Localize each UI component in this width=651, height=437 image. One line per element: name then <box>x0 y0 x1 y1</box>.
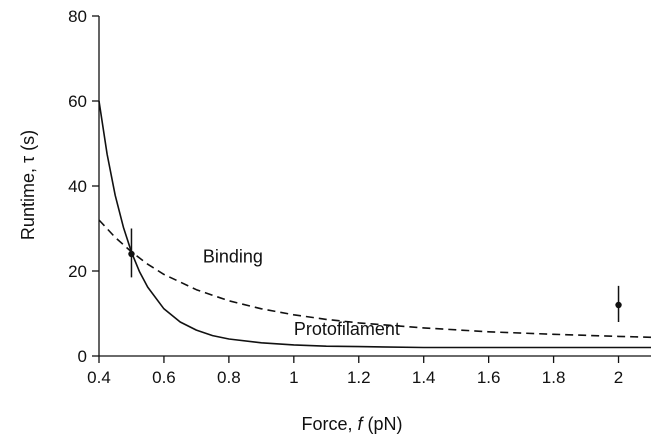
y-tick-label: 40 <box>68 177 87 196</box>
y-ticks-layer: 0 20 40 60 80 <box>68 7 99 366</box>
x-tick-label: 0.4 <box>87 368 111 387</box>
annotation-label: Protofilament <box>294 319 400 339</box>
series-binding-line <box>98 219 651 339</box>
x-tick-label: 1.6 <box>477 368 501 387</box>
series-protofilament-line <box>98 100 651 349</box>
x-axis-title-suffix: (pN) <box>363 414 403 434</box>
data-point <box>615 301 622 309</box>
x-tick-label: 0.8 <box>217 368 241 387</box>
x-tick-label: 1.8 <box>542 368 566 387</box>
x-axis-title-prefix: Force, <box>301 414 357 434</box>
data-points-layer <box>128 228 622 322</box>
y-axis-title: Runtime, τ (s) <box>18 130 38 240</box>
annotation-label: Binding <box>203 247 263 267</box>
y-tick-label: 80 <box>68 7 87 26</box>
data-point <box>128 250 135 258</box>
x-tick-label: 2 <box>614 368 623 387</box>
x-tick-label: 1.2 <box>347 368 371 387</box>
curves-layer <box>98 100 651 349</box>
x-axis-title: Force, f (pN) <box>301 414 402 434</box>
x-tick-label: 1.4 <box>412 368 436 387</box>
x-tick-label: 0.6 <box>152 368 176 387</box>
y-tick-label: 0 <box>78 347 87 366</box>
x-axis-title-symbol: f <box>358 414 365 434</box>
y-tick-label: 60 <box>68 92 87 111</box>
x-ticks-layer: 0.4 0.6 0.8 1 1.2 1.4 1.6 1.8 2 <box>87 356 623 387</box>
x-tick-label: 1 <box>289 368 298 387</box>
annotations-layer: Binding Protofilament <box>203 247 400 339</box>
y-tick-label: 20 <box>68 262 87 281</box>
